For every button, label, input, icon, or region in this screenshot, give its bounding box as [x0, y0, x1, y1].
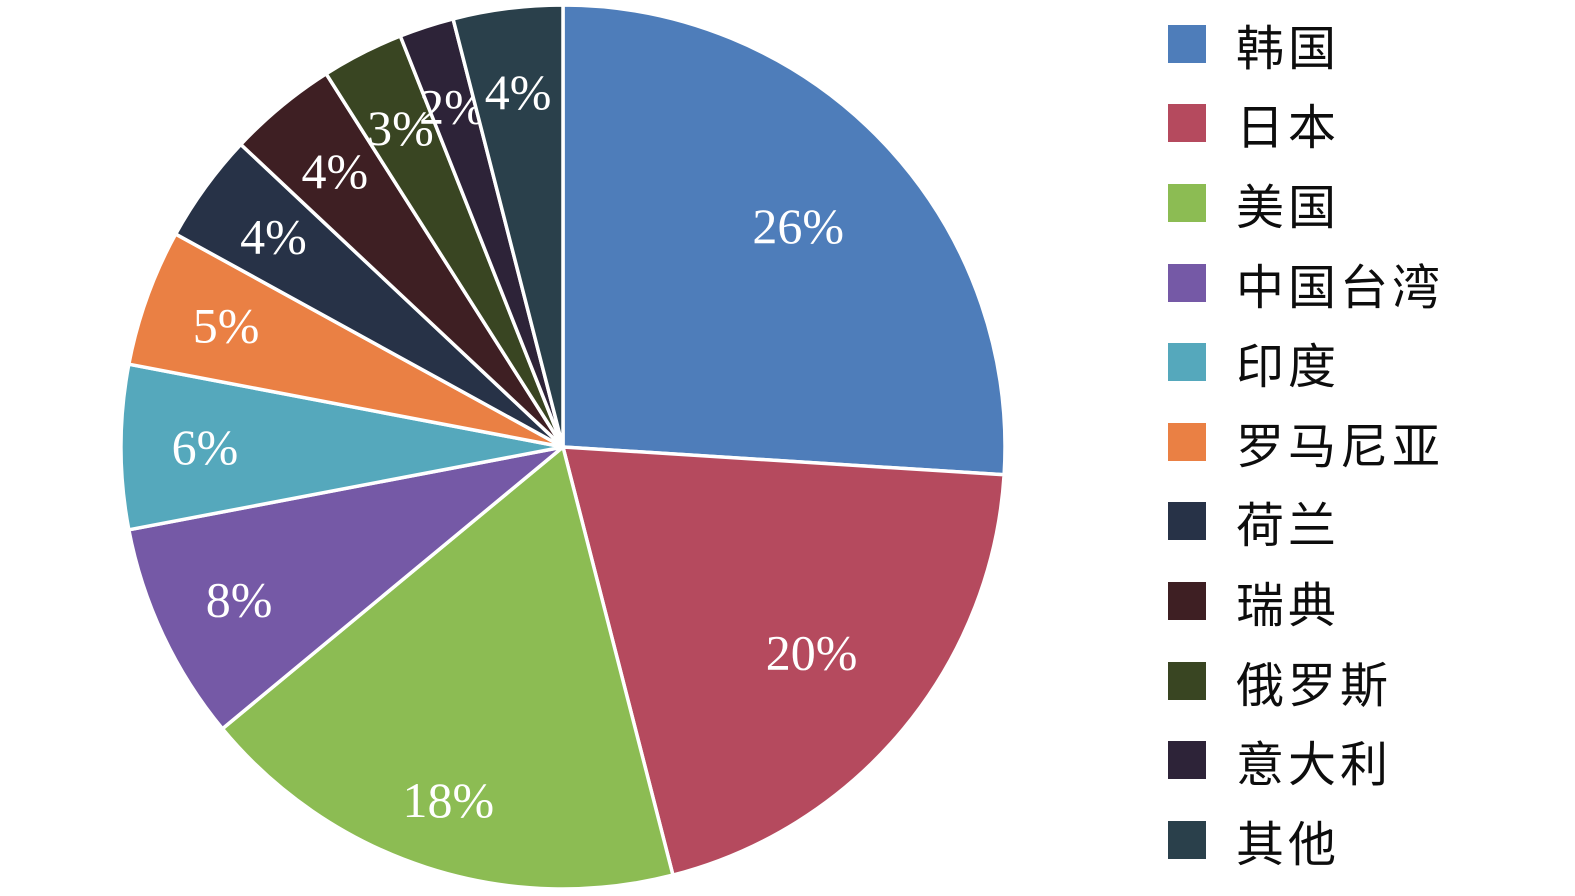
legend-item-label: 荷兰: [1236, 500, 1341, 554]
legend-item: 日本: [1168, 84, 1444, 164]
pie-slice-label: 6%: [172, 419, 239, 475]
legend-swatch: [1168, 502, 1206, 541]
pie-slice: [119, 362, 565, 532]
legend-item-label: 美国: [1236, 181, 1341, 235]
legend-swatch: [1168, 343, 1206, 382]
pie-slice-label: 4%: [240, 209, 307, 265]
legend-item: 俄罗斯: [1168, 641, 1444, 721]
legend-item: 印度: [1168, 322, 1444, 402]
pie-slice: [451, 3, 565, 449]
legend-swatch: [1168, 104, 1206, 143]
legend-item: 意大利: [1168, 720, 1444, 800]
pie-slice-label: 4%: [301, 143, 368, 199]
pie-slice-label: 4%: [485, 64, 552, 120]
legend-item-label: 意大利: [1236, 739, 1393, 793]
legend-item-label: 俄罗斯: [1236, 659, 1393, 713]
legend-item-label: 其他: [1236, 818, 1341, 872]
legend-swatch: [1168, 581, 1206, 620]
legend-swatch: [1168, 820, 1206, 859]
legend-item-label: 瑞典: [1236, 579, 1341, 633]
pie-slice-label: 18%: [402, 772, 494, 828]
legend-item: 罗马尼亚: [1168, 402, 1444, 482]
legend-item-label: 中国台湾: [1236, 261, 1445, 315]
legend-item: 荷兰: [1168, 482, 1444, 562]
legend-swatch: [1168, 183, 1206, 222]
legend-item: 瑞典: [1168, 561, 1444, 641]
pie-slice-label: 8%: [206, 571, 273, 627]
legend-item-label: 罗马尼亚: [1236, 420, 1445, 474]
pie-slice-label: 5%: [193, 298, 260, 354]
pie-slice-label: 3%: [367, 100, 434, 156]
legend-item: 其他: [1168, 800, 1444, 880]
legend-item-label: 印度: [1236, 341, 1341, 395]
legend-item-label: 日本: [1236, 102, 1341, 156]
legend-swatch: [1168, 422, 1206, 461]
pie-slice: [220, 445, 675, 891]
legend-swatch: [1168, 741, 1206, 780]
legend-item-label: 韩国: [1236, 22, 1341, 76]
pie-slice-label: 20%: [766, 625, 858, 681]
legend-item: 中国台湾: [1168, 243, 1444, 323]
legend-swatch: [1168, 24, 1206, 63]
legend-swatch: [1168, 661, 1206, 700]
pie-slice: [561, 445, 1006, 877]
legend-item: 美国: [1168, 163, 1444, 243]
pie-slice-label: 26%: [752, 198, 844, 254]
legend-swatch: [1168, 263, 1206, 302]
legend-item: 韩国: [1168, 4, 1444, 84]
pie-slice: [561, 3, 1007, 477]
chart-legend: 韩国日本美国中国台湾印度罗马尼亚荷兰瑞典俄罗斯意大利其他: [1168, 4, 1444, 880]
pie-slice: [127, 445, 565, 731]
